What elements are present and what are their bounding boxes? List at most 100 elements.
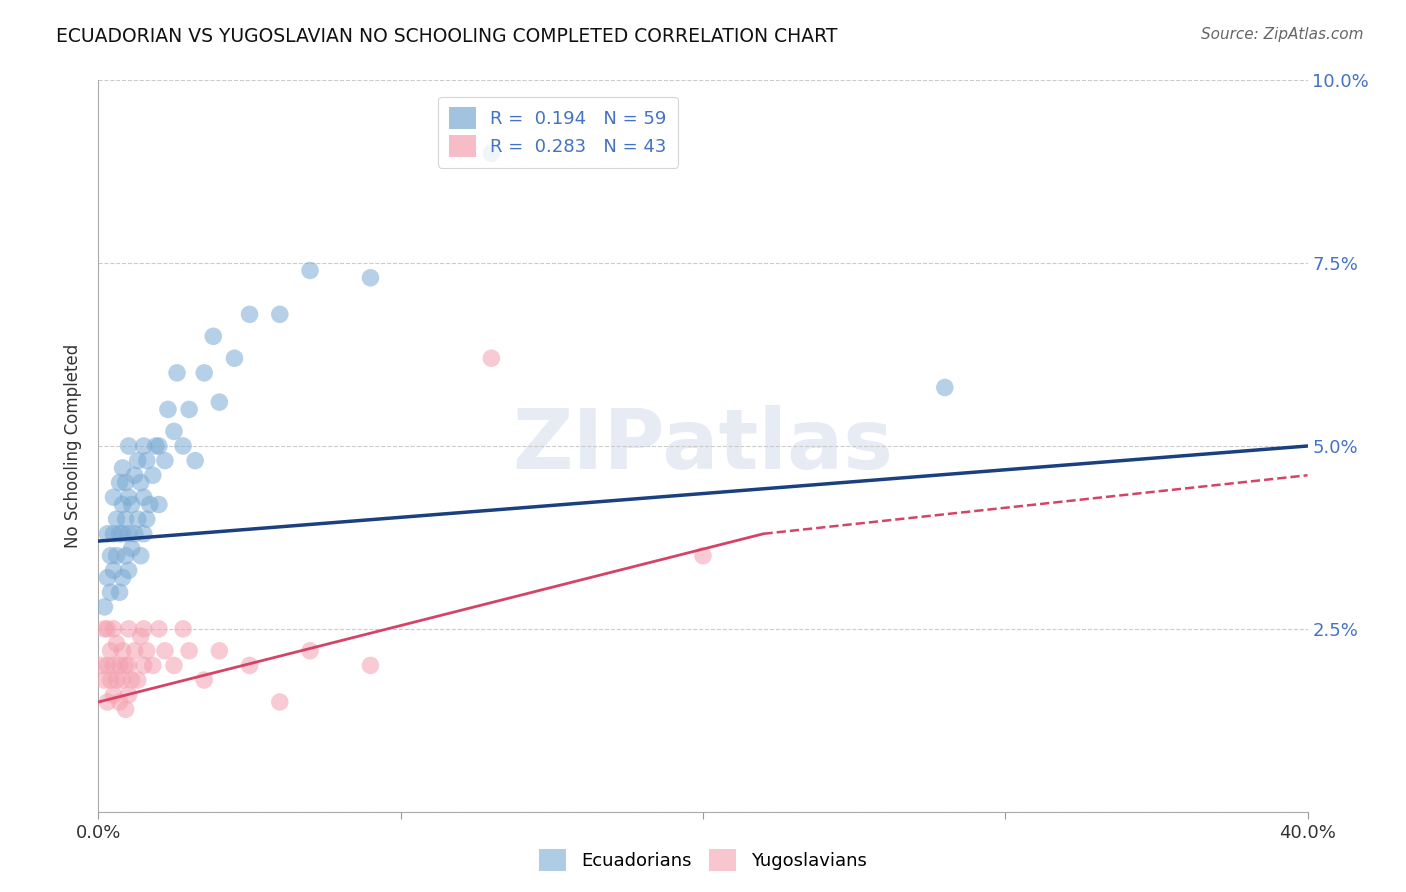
Point [692, 549, 714, 563]
Point [121, 498, 143, 512]
Point [103, 490, 125, 504]
Point [163, 658, 186, 673]
Point [208, 644, 231, 658]
Point [118, 622, 141, 636]
Point [114, 549, 136, 563]
Point [108, 526, 131, 541]
Point [148, 498, 170, 512]
Point [100, 644, 122, 658]
Point [132, 490, 155, 504]
Point [135, 512, 157, 526]
Point [135, 644, 157, 658]
Point [172, 439, 194, 453]
Point [96, 658, 118, 673]
Point [103, 563, 125, 577]
Point [127, 673, 149, 687]
Point [269, 695, 291, 709]
Point [108, 585, 131, 599]
Point [118, 688, 141, 702]
Point [360, 658, 382, 673]
Point [100, 549, 122, 563]
Point [111, 644, 134, 658]
Point [153, 453, 176, 467]
Point [124, 644, 146, 658]
Point [142, 468, 165, 483]
Point [148, 439, 170, 453]
Point [129, 549, 152, 563]
Point [118, 563, 141, 577]
Point [239, 658, 262, 673]
Point [96, 622, 118, 636]
Point [114, 702, 136, 716]
Point [208, 395, 231, 409]
Point [103, 526, 125, 541]
Point [166, 366, 188, 380]
Point [108, 695, 131, 709]
Text: Source: ZipAtlas.com: Source: ZipAtlas.com [1201, 27, 1364, 42]
Point [299, 644, 322, 658]
Point [96, 526, 118, 541]
Point [105, 636, 128, 650]
Point [96, 571, 118, 585]
Point [153, 644, 176, 658]
Point [127, 453, 149, 467]
Point [108, 658, 131, 673]
Point [114, 475, 136, 490]
Point [114, 658, 136, 673]
Point [224, 351, 246, 366]
Point [193, 673, 215, 687]
Point [118, 490, 141, 504]
Point [132, 658, 155, 673]
Point [111, 673, 134, 687]
Point [111, 461, 134, 475]
Point [105, 549, 128, 563]
Point [111, 498, 134, 512]
Point [481, 351, 503, 366]
Legend: Ecuadorians, Yugoslavians: Ecuadorians, Yugoslavians [531, 842, 875, 879]
Point [103, 658, 125, 673]
Point [118, 526, 141, 541]
Point [96, 695, 118, 709]
Point [105, 512, 128, 526]
Point [145, 439, 167, 453]
Point [184, 453, 207, 467]
Point [139, 498, 162, 512]
Point [129, 475, 152, 490]
Point [269, 307, 291, 321]
Point [132, 622, 155, 636]
Point [105, 673, 128, 687]
Point [100, 585, 122, 599]
Y-axis label: No Schooling Completed: No Schooling Completed [65, 344, 83, 548]
Point [132, 526, 155, 541]
Point [93, 599, 115, 614]
Point [163, 425, 186, 439]
Point [239, 307, 262, 321]
Point [148, 622, 170, 636]
Point [360, 270, 382, 285]
Point [142, 658, 165, 673]
Legend: R =  0.194   N = 59, R =  0.283   N = 43: R = 0.194 N = 59, R = 0.283 N = 43 [439, 96, 678, 168]
Point [179, 644, 201, 658]
Point [179, 402, 201, 417]
Point [193, 366, 215, 380]
Point [93, 673, 115, 687]
Point [172, 622, 194, 636]
Point [90, 658, 112, 673]
Point [103, 622, 125, 636]
Point [124, 526, 146, 541]
Point [202, 329, 225, 343]
Point [118, 658, 141, 673]
Text: ZIPatlas: ZIPatlas [513, 406, 893, 486]
Point [127, 512, 149, 526]
Point [129, 629, 152, 643]
Point [934, 380, 956, 394]
Point [111, 571, 134, 585]
Point [118, 439, 141, 453]
Point [156, 402, 179, 417]
Point [121, 673, 143, 687]
Text: ECUADORIAN VS YUGOSLAVIAN NO SCHOOLING COMPLETED CORRELATION CHART: ECUADORIAN VS YUGOSLAVIAN NO SCHOOLING C… [56, 27, 838, 45]
Point [124, 468, 146, 483]
Point [108, 475, 131, 490]
Point [100, 673, 122, 687]
Point [132, 439, 155, 453]
